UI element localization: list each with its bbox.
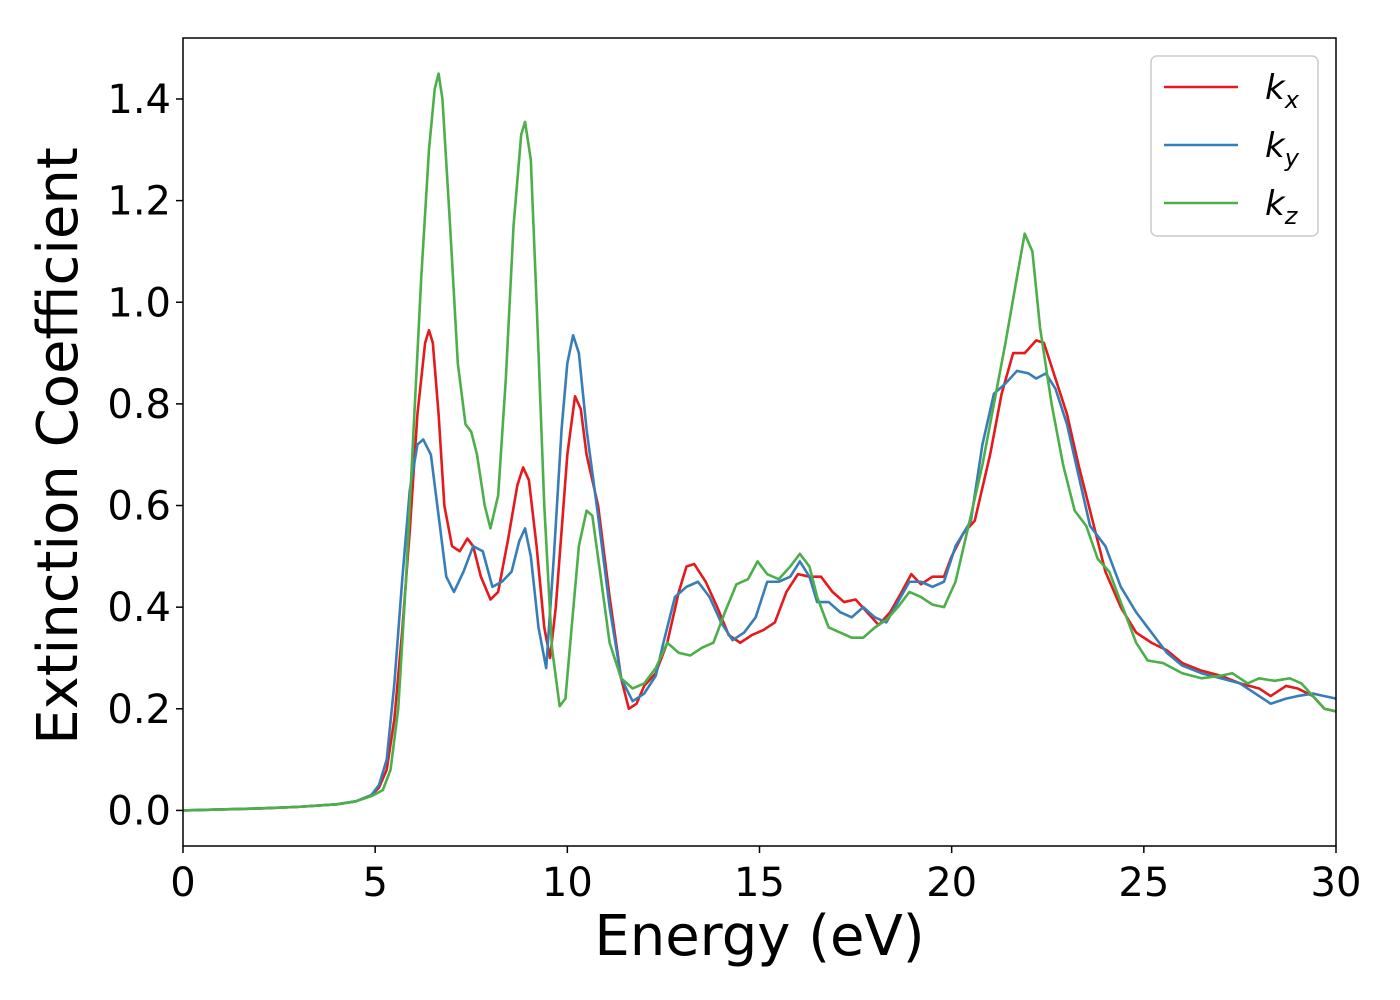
y-axis-label: Extinction Coefficient bbox=[26, 147, 91, 745]
plot-frame bbox=[182, 37, 1337, 847]
x-tick-label: 5 bbox=[362, 860, 387, 906]
y-axis-ticks: 0.0 0.2 0.4 0.6 0.8 1.0 1.2 1.4 bbox=[107, 77, 183, 834]
y-tick-label: 0.8 bbox=[107, 382, 171, 428]
y-tick-label: 1.0 bbox=[107, 280, 171, 326]
legend: kx ky kz bbox=[1150, 55, 1319, 237]
x-tick-label: 0 bbox=[170, 860, 195, 906]
y-tick-label: 1.4 bbox=[107, 77, 171, 123]
x-axis-ticks: 0 5 10 15 20 25 30 bbox=[170, 846, 1361, 906]
x-tick-label: 10 bbox=[542, 860, 593, 906]
x-tick-label: 30 bbox=[1311, 860, 1362, 906]
x-axis-label: Energy (eV) bbox=[594, 904, 924, 969]
legend-label-kx: kx bbox=[1265, 68, 1300, 114]
series-line-kx bbox=[183, 328, 1336, 812]
plot-area bbox=[183, 72, 1336, 812]
y-tick-label: 0.2 bbox=[107, 687, 171, 733]
series-line-ky bbox=[183, 333, 1336, 812]
y-tick-label: 1.2 bbox=[107, 179, 171, 225]
series-line-kz bbox=[183, 72, 1336, 812]
x-tick-label: 25 bbox=[1118, 860, 1169, 906]
legend-label-kz: kz bbox=[1265, 184, 1299, 230]
x-tick-label: 15 bbox=[734, 860, 785, 906]
y-tick-label: 0.0 bbox=[107, 788, 171, 834]
y-tick-label: 0.6 bbox=[107, 484, 171, 530]
legend-label-ky: ky bbox=[1265, 126, 1300, 172]
x-tick-label: 20 bbox=[926, 860, 977, 906]
y-tick-label: 0.4 bbox=[107, 585, 171, 631]
